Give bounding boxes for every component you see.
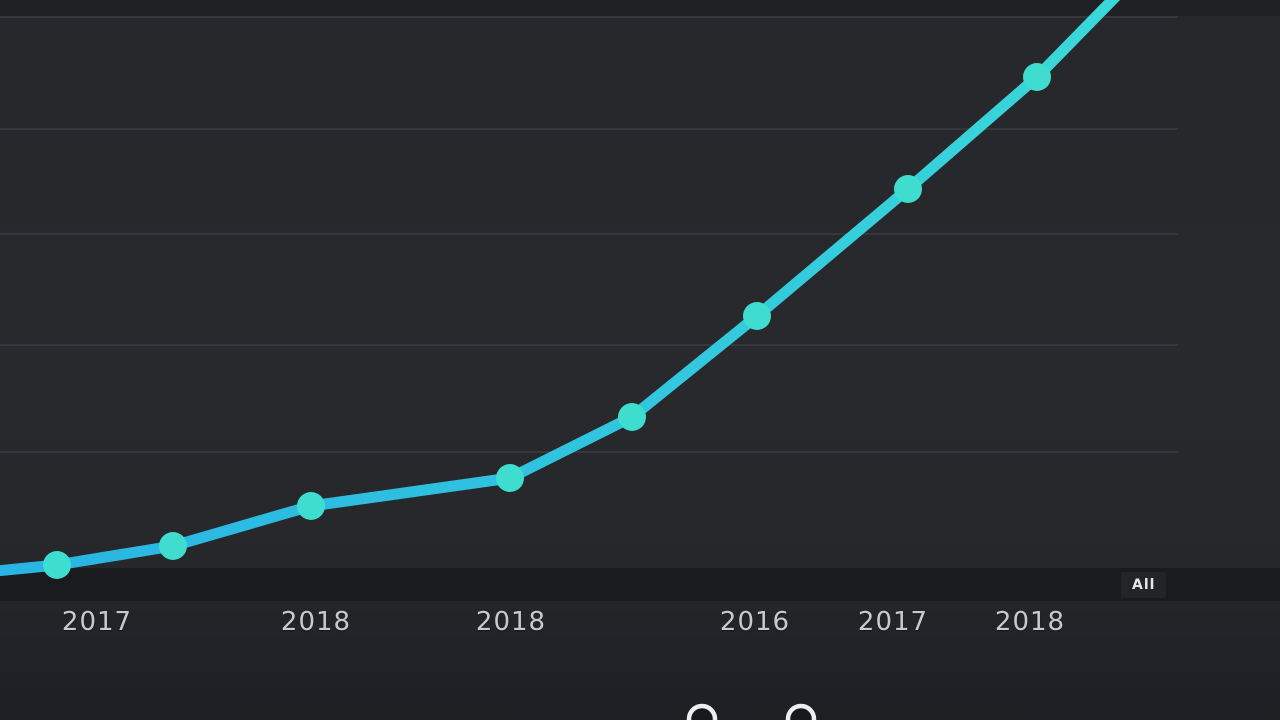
top-bar xyxy=(0,0,1280,16)
trend-line xyxy=(0,0,1121,577)
data-point-marker[interactable] xyxy=(297,492,325,520)
data-point-marker[interactable] xyxy=(159,532,187,560)
indicator-dot[interactable] xyxy=(686,703,718,720)
data-point-marker[interactable] xyxy=(743,302,771,330)
data-point-marker[interactable] xyxy=(1023,63,1051,91)
data-point-marker[interactable] xyxy=(894,175,922,203)
range-all-button[interactable]: All xyxy=(1121,572,1167,598)
data-point-marker[interactable] xyxy=(43,551,71,579)
x-axis-band xyxy=(0,568,1280,601)
data-point-marker[interactable] xyxy=(618,403,646,431)
indicator-dot[interactable] xyxy=(785,703,817,720)
data-point-marker[interactable] xyxy=(496,464,524,492)
